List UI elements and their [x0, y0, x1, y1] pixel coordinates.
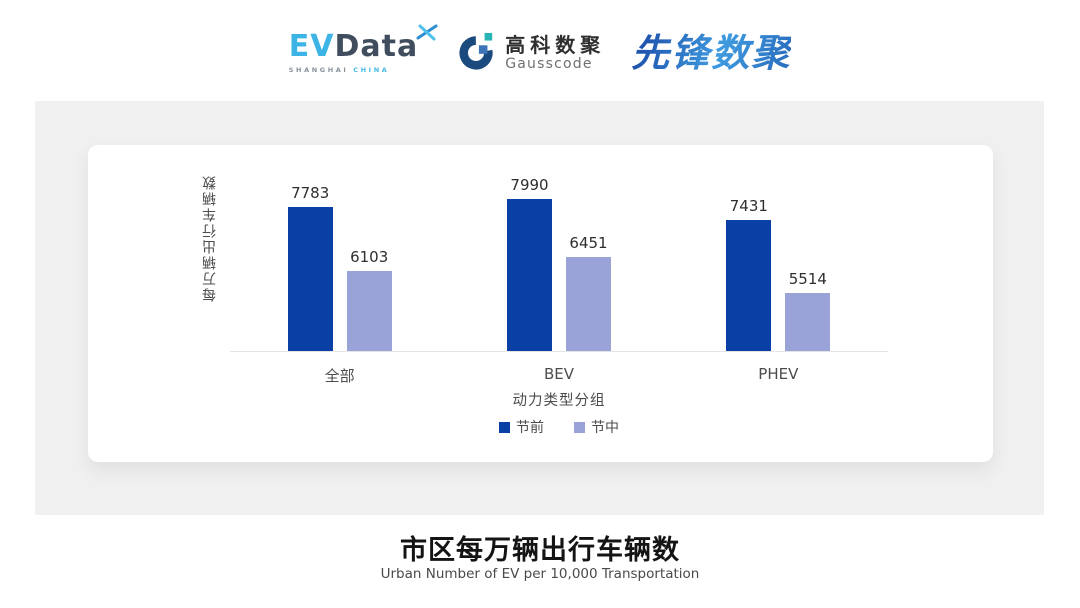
pioneer-logo: 先锋数聚	[631, 31, 792, 75]
bar-value-label: 6451	[569, 234, 608, 252]
x-axis-title: 动力类型分组	[512, 393, 606, 409]
y-axis-title: 每万辆出行车辆数	[202, 174, 218, 302]
legend-item-pre: 节前	[499, 417, 544, 437]
header-logos: EVData SHANGHAI CHINA 高科数聚 Gausscode 先锋数	[0, 16, 1080, 90]
bar-节前-PHEV	[726, 220, 772, 351]
legend-swatch-mid-icon	[574, 421, 585, 433]
gausscode-logo: 高科数聚 Gausscode	[458, 31, 605, 75]
sparkle-x-icon	[416, 23, 438, 47]
legend-label-mid: 节中	[591, 420, 619, 436]
legend: 节前 节中	[230, 417, 888, 437]
evdata-logo: EVData SHANGHAI CHINA	[289, 24, 438, 74]
evdata-wordmark: EVData	[289, 32, 418, 62]
gausscode-cn-text: 高科数聚	[505, 32, 606, 57]
bar-节中-BEV	[566, 257, 611, 351]
evdata-data-text: Data	[334, 29, 419, 64]
plot-area: 7783 6103 7990 6451 7431 5514	[230, 152, 888, 352]
chart-panel: 每万辆出行车辆数 7783 6103 7990 6451 7431 5514 全部 BEV P…	[35, 101, 1044, 515]
bar-节前-全部	[287, 207, 333, 351]
chart-card: 每万辆出行车辆数 7783 6103 7990 6451 7431 5514 全部 BEV P…	[88, 145, 993, 462]
bar-节前-BEV	[507, 199, 552, 351]
bar-节中-全部	[346, 271, 392, 351]
category-label-BEV: BEV	[543, 365, 575, 383]
bar-value-label: 7783	[291, 184, 330, 202]
legend-label-pre: 节前	[516, 420, 544, 436]
gausscode-en-text: Gausscode	[505, 55, 593, 72]
category-label-PHEV: PHEV	[758, 365, 799, 383]
legend-item-mid: 节中	[574, 417, 619, 437]
pioneer-wordmark: 先锋数聚	[631, 31, 792, 75]
evdata-tagline: SHANGHAI CHINA	[289, 66, 418, 74]
gausscode-g-icon	[458, 31, 496, 75]
bar-value-label: 6103	[350, 248, 389, 266]
evdata-shanghai-text: SHANGHAI	[288, 66, 349, 74]
bar-value-label: 7990	[510, 176, 549, 194]
category-label-全部: 全部	[324, 367, 355, 385]
legend-swatch-pre-icon	[499, 421, 510, 433]
evdata-ev-text: EV	[288, 29, 335, 64]
evdata-china-text: CHINA	[353, 66, 390, 74]
gausscode-text-block: 高科数聚 Gausscode	[505, 34, 605, 73]
page-subtitle: Urban Number of EV per 10,000 Transporta…	[380, 566, 700, 582]
bar-节中-PHEV	[785, 293, 831, 351]
page-title: 市区每万辆出行车辆数	[400, 535, 680, 566]
bar-value-label: 5514	[788, 270, 827, 288]
bar-value-label: 7431	[729, 197, 768, 215]
